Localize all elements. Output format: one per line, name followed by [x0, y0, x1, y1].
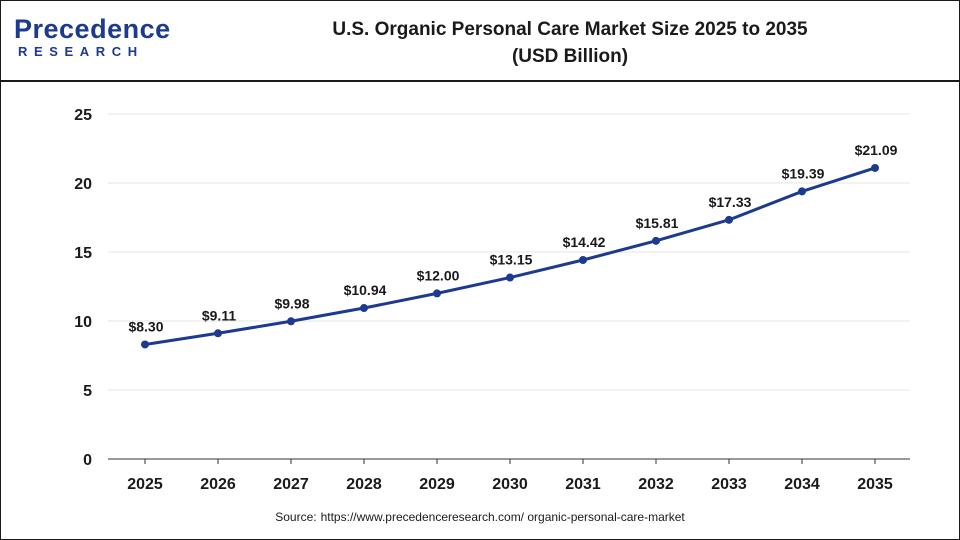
data-label: $13.15 — [490, 252, 533, 268]
data-point — [360, 304, 368, 313]
data-label: $19.39 — [782, 165, 825, 181]
data-point — [579, 256, 587, 265]
x-tick-label: 2025 — [127, 476, 163, 493]
x-tick-label: 2032 — [638, 476, 674, 493]
x-tick-label: 2029 — [419, 476, 455, 493]
header-divider — [0, 80, 960, 82]
data-label: $10.94 — [344, 282, 387, 298]
source-url[interactable]: https://www.precedenceresearch.com/ orga… — [320, 510, 685, 524]
data-label: $8.30 — [128, 318, 163, 334]
logo-wordmark: Precedence — [14, 14, 171, 44]
source-note: Source: https://www.precedenceresearch.co… — [0, 510, 960, 524]
data-point — [141, 340, 149, 349]
data-label: $14.42 — [563, 234, 606, 250]
data-label: $21.09 — [855, 142, 898, 158]
brand-logo: Precedence RESEARCH — [14, 14, 170, 66]
x-tick-label: 2034 — [784, 476, 820, 493]
source-label: Source: — [275, 510, 317, 524]
data-point — [433, 289, 441, 298]
data-label: $9.98 — [274, 295, 309, 311]
x-tick-label: 2031 — [565, 476, 601, 493]
data-point — [506, 273, 514, 282]
data-point — [287, 317, 295, 326]
x-tick-label: 2030 — [492, 476, 528, 493]
label-layer: $8.30 $9.11 $9.98 $10.94 $12.00 $13.15 $14.42 $… — [128, 142, 897, 335]
chart-title-line1: U.S. Organic Personal Care Market Size 2… — [332, 19, 808, 40]
logo-initial: P — [14, 14, 33, 44]
y-tick-label: 5 — [83, 383, 92, 400]
logo-wordmark-rest: recedence — [32, 14, 171, 44]
logo-subtitle: RESEARCH — [18, 44, 144, 59]
grid-layer — [108, 113, 910, 391]
y-tick-label: 15 — [74, 245, 92, 262]
data-label: $12.00 — [417, 267, 460, 283]
data-point — [214, 329, 222, 338]
x-tick-label: 2026 — [200, 476, 236, 493]
x-tick-label: 2028 — [346, 476, 382, 493]
data-point — [652, 236, 660, 245]
chart-title-line2: (USD Billion) — [511, 46, 629, 67]
data-point — [798, 187, 806, 196]
x-tick-label: 2027 — [273, 476, 309, 493]
x-tick-label: 2033 — [711, 476, 747, 493]
y-tick-label: 10 — [74, 314, 92, 331]
x-tick-label: 2035 — [857, 476, 893, 493]
data-point — [725, 215, 733, 224]
data-label: $15.81 — [636, 215, 679, 231]
data-point — [871, 163, 879, 172]
y-tick-label: 25 — [74, 107, 92, 124]
y-tick-label: 20 — [74, 176, 92, 193]
data-label: $9.11 — [202, 307, 236, 323]
data-label: $17.33 — [709, 194, 752, 210]
header: Precedence RESEARCH U.S. Organic Persona… — [0, 0, 960, 80]
y-tick-label: 0 — [83, 452, 92, 469]
chart-title: U.S. Organic Personal Care Market Size 2… — [260, 16, 880, 70]
point-layer — [141, 163, 879, 349]
